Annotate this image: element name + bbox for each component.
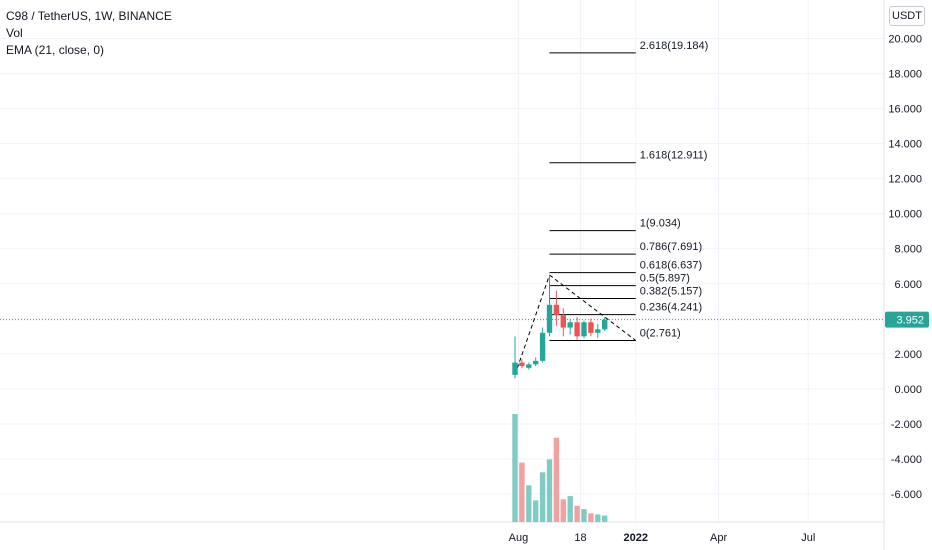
x-tick-label: 18 <box>574 532 586 544</box>
volume-bar <box>581 509 587 522</box>
trend-line <box>514 274 550 376</box>
candle-body <box>560 315 566 328</box>
chart-legend: C98 / TetherUS, 1W, BINANCE Vol EMA (21,… <box>6 8 172 59</box>
candle-body <box>595 329 601 333</box>
volume-bar <box>526 485 532 522</box>
x-tick-label: Aug <box>509 532 529 544</box>
candle-body <box>519 362 525 367</box>
candle-body <box>581 322 587 337</box>
last-price-badge <box>885 311 929 328</box>
volume-bar <box>574 505 580 522</box>
fib-level-label: 0.236(4.241) <box>640 302 702 314</box>
candle-body <box>553 304 560 316</box>
candle-body <box>526 364 532 368</box>
volume-bar <box>533 500 539 522</box>
symbol-title[interactable]: C98 / TetherUS, 1W, BINANCE <box>6 9 172 23</box>
volume-bar <box>539 472 546 522</box>
y-tick-label: 6.000 <box>894 279 922 291</box>
candle-body <box>546 304 553 333</box>
y-tick-label: 16.000 <box>888 104 922 116</box>
volume-bar <box>595 514 601 522</box>
fib-level-label: 1(9.034) <box>640 218 681 230</box>
y-tick-label: 8.000 <box>894 244 922 256</box>
y-tick-label: -4.000 <box>891 454 922 466</box>
y-tick-label: 20.000 <box>888 34 922 46</box>
volume-bar <box>602 515 608 522</box>
candle-body <box>539 332 546 361</box>
volume-bar <box>588 513 594 522</box>
candle-body <box>567 322 573 328</box>
y-tick-label: 12.000 <box>888 174 922 186</box>
candle-body <box>574 322 580 337</box>
x-tick-label: 2022 <box>624 532 648 544</box>
volume-legend[interactable]: Vol <box>6 26 23 40</box>
fib-level-label: 0.5(5.897) <box>640 273 690 285</box>
volume-bar <box>546 459 553 522</box>
volume-bar <box>519 462 525 522</box>
fib-level-label: 1.618(12.911) <box>640 150 708 162</box>
volume-bar <box>567 496 573 522</box>
fib-level-label: 0.618(6.637) <box>640 260 702 272</box>
candle-body <box>533 360 539 365</box>
fib-level-label: 0(2.761) <box>640 328 681 340</box>
candle-body <box>588 322 594 333</box>
y-tick-label: -2.000 <box>891 419 922 431</box>
candle-body <box>602 319 608 330</box>
x-tick-label: Apr <box>710 532 727 544</box>
volume-bar <box>553 437 560 522</box>
x-tick-label: Jul <box>801 532 815 544</box>
ema-legend[interactable]: EMA (21, close, 0) <box>6 43 105 57</box>
y-tick-label: 14.000 <box>888 139 922 151</box>
last-price-label: 3.952 <box>896 315 924 327</box>
volume-bar <box>512 414 518 522</box>
candle-body <box>512 362 518 375</box>
currency-button[interactable]: USDT <box>889 6 925 26</box>
fib-level-label: 0.786(7.691) <box>640 241 702 253</box>
fib-level-label: 0.382(5.157) <box>640 286 702 298</box>
fib-level-label: 2.618(19.184) <box>640 40 709 52</box>
y-tick-label: 2.000 <box>894 349 922 361</box>
y-tick-label: 0.000 <box>894 384 922 396</box>
volume-bar <box>560 499 566 522</box>
y-tick-label: 18.000 <box>888 69 922 81</box>
y-tick-label: -6.000 <box>891 489 922 501</box>
y-tick-label: 10.000 <box>888 209 922 221</box>
